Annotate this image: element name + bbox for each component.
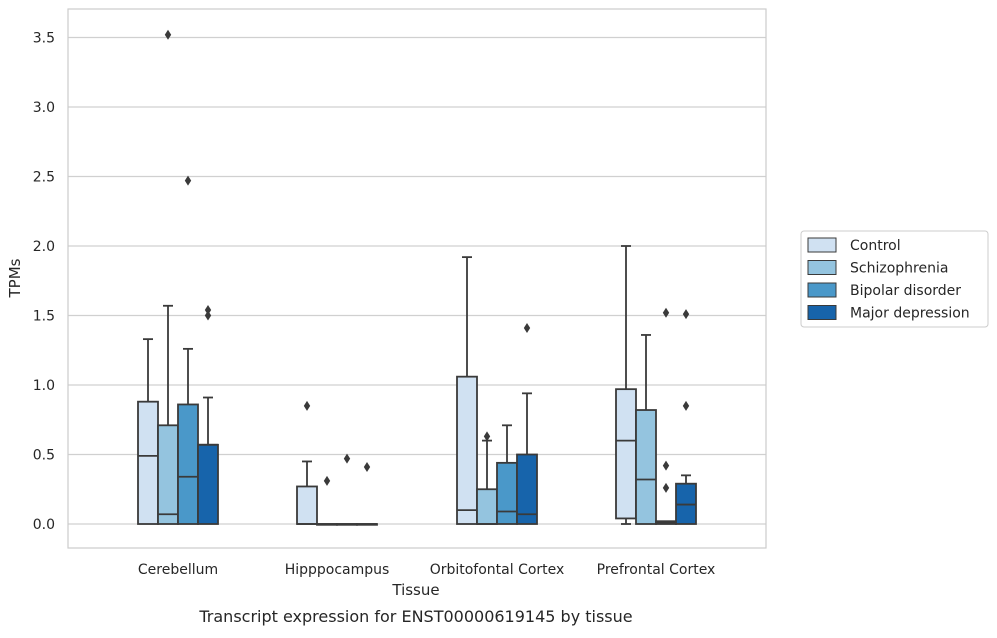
outlier-point: [303, 400, 311, 411]
box-body: [456, 375, 478, 525]
y-tick-label: 2.5: [33, 170, 55, 186]
outlier-point: [662, 482, 670, 493]
box-control: [137, 338, 159, 525]
box-control: [615, 245, 637, 525]
box-bipolar-disorder: [655, 307, 677, 525]
y-tick-label: 3.5: [33, 31, 55, 47]
outlier-point: [662, 307, 670, 318]
outlier-point: [662, 460, 670, 471]
legend-swatch: [807, 260, 837, 275]
legend-frame: [800, 230, 989, 328]
outlier-point: [184, 175, 192, 186]
box-body: [476, 488, 498, 525]
box-bipolar-disorder: [177, 175, 199, 525]
outlier-point: [682, 309, 690, 320]
legend: Control Schizophrenia Bipolar disorder Majo…: [800, 230, 989, 328]
x-axis-label: Tissue: [391, 581, 439, 599]
box-body: [197, 443, 219, 525]
legend-swatch: [807, 305, 837, 320]
x-tick-label: Hipppocampus: [285, 562, 390, 578]
legend-label: Control: [850, 238, 901, 254]
x-tick-labels: Cerebellum Hipppocampus Orbitofontal Corte…: [138, 562, 715, 578]
outlier-point: [523, 323, 531, 334]
box-body: [496, 461, 518, 525]
y-tick-label: 0.5: [33, 448, 55, 464]
legend-label: Schizophrenia: [850, 261, 948, 277]
y-tick-label: 0.0: [33, 517, 55, 533]
legend-label: Major depression: [850, 306, 970, 322]
outlier-point: [204, 304, 212, 315]
box-body: [137, 400, 159, 525]
outlier-point: [343, 453, 351, 464]
box-body: [516, 453, 538, 525]
outlier-point: [204, 310, 212, 321]
legend-swatch: [807, 237, 837, 253]
outlier-point: [682, 400, 690, 411]
box-body: [157, 424, 179, 525]
box-major-depression: [516, 323, 538, 525]
box-series: [137, 29, 697, 526]
y-tick-label: 1.5: [33, 309, 55, 325]
box-control: [456, 256, 478, 525]
box-body: [177, 403, 199, 525]
box-control: [296, 400, 318, 525]
box-body: [615, 388, 637, 520]
box-major-depression: [197, 304, 219, 525]
outlier-point: [323, 475, 331, 486]
outlier-point: [363, 462, 371, 473]
box-body: [296, 485, 318, 525]
outlier-point: [164, 29, 172, 40]
chart-title: Transcript expression for ENST0000061914…: [198, 607, 632, 626]
legend-swatch: [807, 282, 837, 298]
outlier-point: [483, 431, 491, 442]
y-tick-label: 2.0: [33, 239, 55, 255]
x-tick-label: Cerebellum: [138, 562, 218, 578]
box-major-depression: [356, 462, 378, 526]
box-schizophrenia: [635, 334, 657, 525]
plot-frame: [67, 8, 767, 549]
x-tick-label: Orbitofontal Cortex: [430, 562, 565, 578]
y-tick-label: 3.0: [33, 100, 55, 116]
box-body: [635, 409, 657, 525]
legend-label: Bipolar disorder: [850, 283, 961, 299]
y-tick-label: 1.0: [33, 378, 55, 394]
y-tick-labels: 0.0 0.5 1.0 1.5 2.0 2.5 3.0 3.5: [33, 31, 55, 534]
box-major-depression: [675, 309, 697, 525]
y-axis-label: TPMs: [6, 258, 24, 298]
x-tick-label: Prefrontal Cortex: [597, 562, 716, 578]
